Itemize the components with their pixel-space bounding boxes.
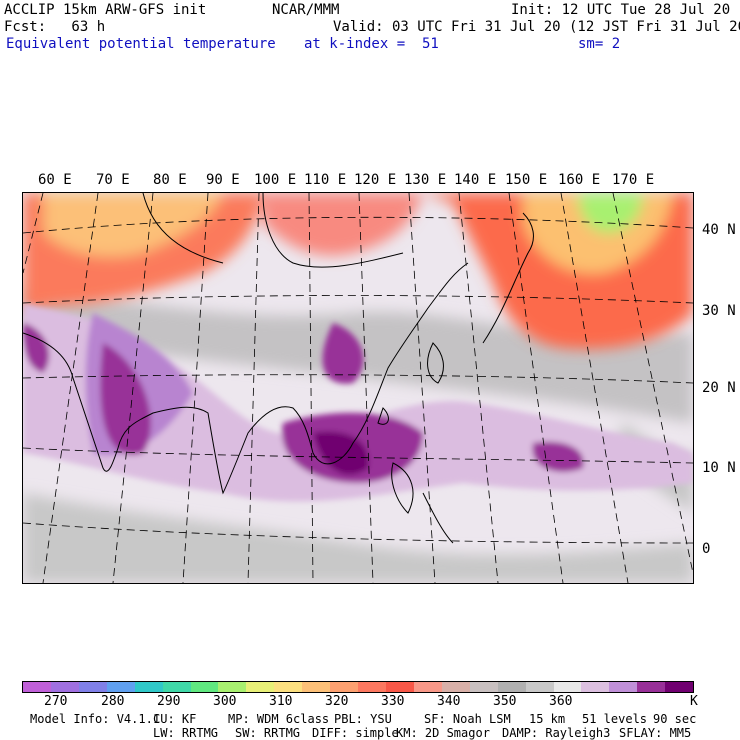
colorbar-swatch bbox=[441, 682, 470, 692]
forecast-hour: Fcst: 63 h bbox=[4, 19, 106, 35]
cumulus-scheme: CU: KF bbox=[153, 712, 197, 726]
colorbar-swatch bbox=[525, 682, 554, 692]
field-name: Equivalent potential temperature bbox=[6, 36, 276, 52]
colorbar bbox=[22, 681, 694, 693]
lon-label-90e: 90 E bbox=[206, 172, 240, 188]
colorbar-tick-350: 350 bbox=[493, 694, 517, 709]
colorbar-swatch bbox=[358, 682, 386, 692]
colorbar-swatch bbox=[497, 682, 526, 692]
time-step: 90 sec bbox=[653, 712, 697, 726]
theta-e-map bbox=[22, 192, 694, 584]
colorbar-swatch bbox=[218, 682, 247, 692]
colorbar-swatch bbox=[23, 682, 51, 692]
purple-field bbox=[23, 303, 693, 502]
shortwave-scheme: SW: RRTMG bbox=[235, 726, 301, 740]
lon-label-130e: 130 E bbox=[404, 172, 447, 188]
lon-label-170e: 170 E bbox=[612, 172, 655, 188]
colorbar-tick-320: 320 bbox=[325, 694, 349, 709]
longwave-scheme: LW: RRTMG bbox=[153, 726, 219, 740]
colorbar-swatch bbox=[106, 682, 135, 692]
colorbar-tick-330: 330 bbox=[381, 694, 405, 709]
lat-label-10n: 10 N bbox=[702, 460, 736, 476]
colorbar-swatch bbox=[50, 682, 79, 692]
vertical-levels: 51 levels bbox=[582, 712, 648, 726]
colorbar-swatch bbox=[665, 682, 694, 692]
pbl-scheme: PBL: YSU bbox=[334, 712, 392, 726]
colorbar-tick-300: 300 bbox=[213, 694, 237, 709]
lon-label-60e: 60 E bbox=[38, 172, 72, 188]
colorbar-swatch bbox=[609, 682, 638, 692]
colorbar-swatch bbox=[134, 682, 163, 692]
valid-time: Valid: 03 UTC Fri 31 Jul 20 (12 JST Fri … bbox=[333, 19, 740, 35]
colorbar-swatch bbox=[190, 682, 219, 692]
colorbar-swatch bbox=[553, 682, 582, 692]
init-time: Init: 12 UTC Tue 28 Jul 20 bbox=[511, 2, 731, 18]
lat-label-20n: 20 N bbox=[702, 380, 736, 396]
lon-label-140e: 140 E bbox=[454, 172, 497, 188]
grid-spacing: 15 km bbox=[529, 712, 566, 726]
smoothing-label: sm= 2 bbox=[578, 36, 621, 52]
institution-label: NCAR/MMM bbox=[272, 2, 340, 18]
colorbar-tick-270: 270 bbox=[44, 694, 68, 709]
lon-label-100e: 100 E bbox=[254, 172, 297, 188]
colorbar-swatch bbox=[162, 682, 191, 692]
colorbar-tick-290: 290 bbox=[157, 694, 181, 709]
colorbar-swatch bbox=[78, 682, 107, 692]
colorbar-swatch bbox=[581, 682, 610, 692]
colorbar-unit: K bbox=[690, 694, 698, 709]
colorbar-swatch bbox=[246, 682, 275, 692]
coastlines bbox=[23, 193, 534, 544]
km-option: KM: 2D Smagor bbox=[396, 726, 490, 740]
lon-label-120e: 120 E bbox=[354, 172, 397, 188]
graticule bbox=[23, 193, 693, 583]
lon-label-160e: 160 E bbox=[558, 172, 601, 188]
lon-label-150e: 150 E bbox=[505, 172, 548, 188]
model-title: ACCLIP 15km ARW-GFS init bbox=[4, 2, 207, 18]
lon-label-80e: 80 E bbox=[153, 172, 187, 188]
colorbar-swatch bbox=[330, 682, 359, 692]
surface-scheme: SF: Noah LSM bbox=[424, 712, 511, 726]
microphysics-scheme: MP: WDM 6class bbox=[228, 712, 330, 726]
colorbar-swatch bbox=[274, 682, 303, 692]
diffusion-option: DIFF: simple bbox=[312, 726, 399, 740]
colorbar-swatch bbox=[302, 682, 331, 692]
colorbar-tick-310: 310 bbox=[269, 694, 293, 709]
surface-layer-scheme: SFLAY: MM5 bbox=[619, 726, 692, 740]
colorbar-swatch bbox=[385, 682, 414, 692]
lat-label-30n: 30 N bbox=[702, 303, 736, 319]
lat-label-0: 0 bbox=[702, 541, 711, 557]
lat-label-40n: 40 N bbox=[702, 222, 736, 238]
colorbar-tick-340: 340 bbox=[437, 694, 461, 709]
model-version: Model Info: V4.1.1 bbox=[30, 712, 161, 726]
colorbar-tick-280: 280 bbox=[101, 694, 125, 709]
colorbar-swatch bbox=[637, 682, 666, 692]
lon-label-70e: 70 E bbox=[96, 172, 130, 188]
map-canvas bbox=[23, 193, 693, 583]
level-index: at k-index = 51 bbox=[304, 36, 439, 52]
colorbar-swatch bbox=[469, 682, 498, 692]
colorbar-tick-360: 360 bbox=[549, 694, 573, 709]
damping-option: DAMP: Rayleigh3 bbox=[502, 726, 611, 740]
warm-field bbox=[23, 193, 693, 350]
colorbar-swatch bbox=[413, 682, 442, 692]
lon-label-110e: 110 E bbox=[304, 172, 347, 188]
